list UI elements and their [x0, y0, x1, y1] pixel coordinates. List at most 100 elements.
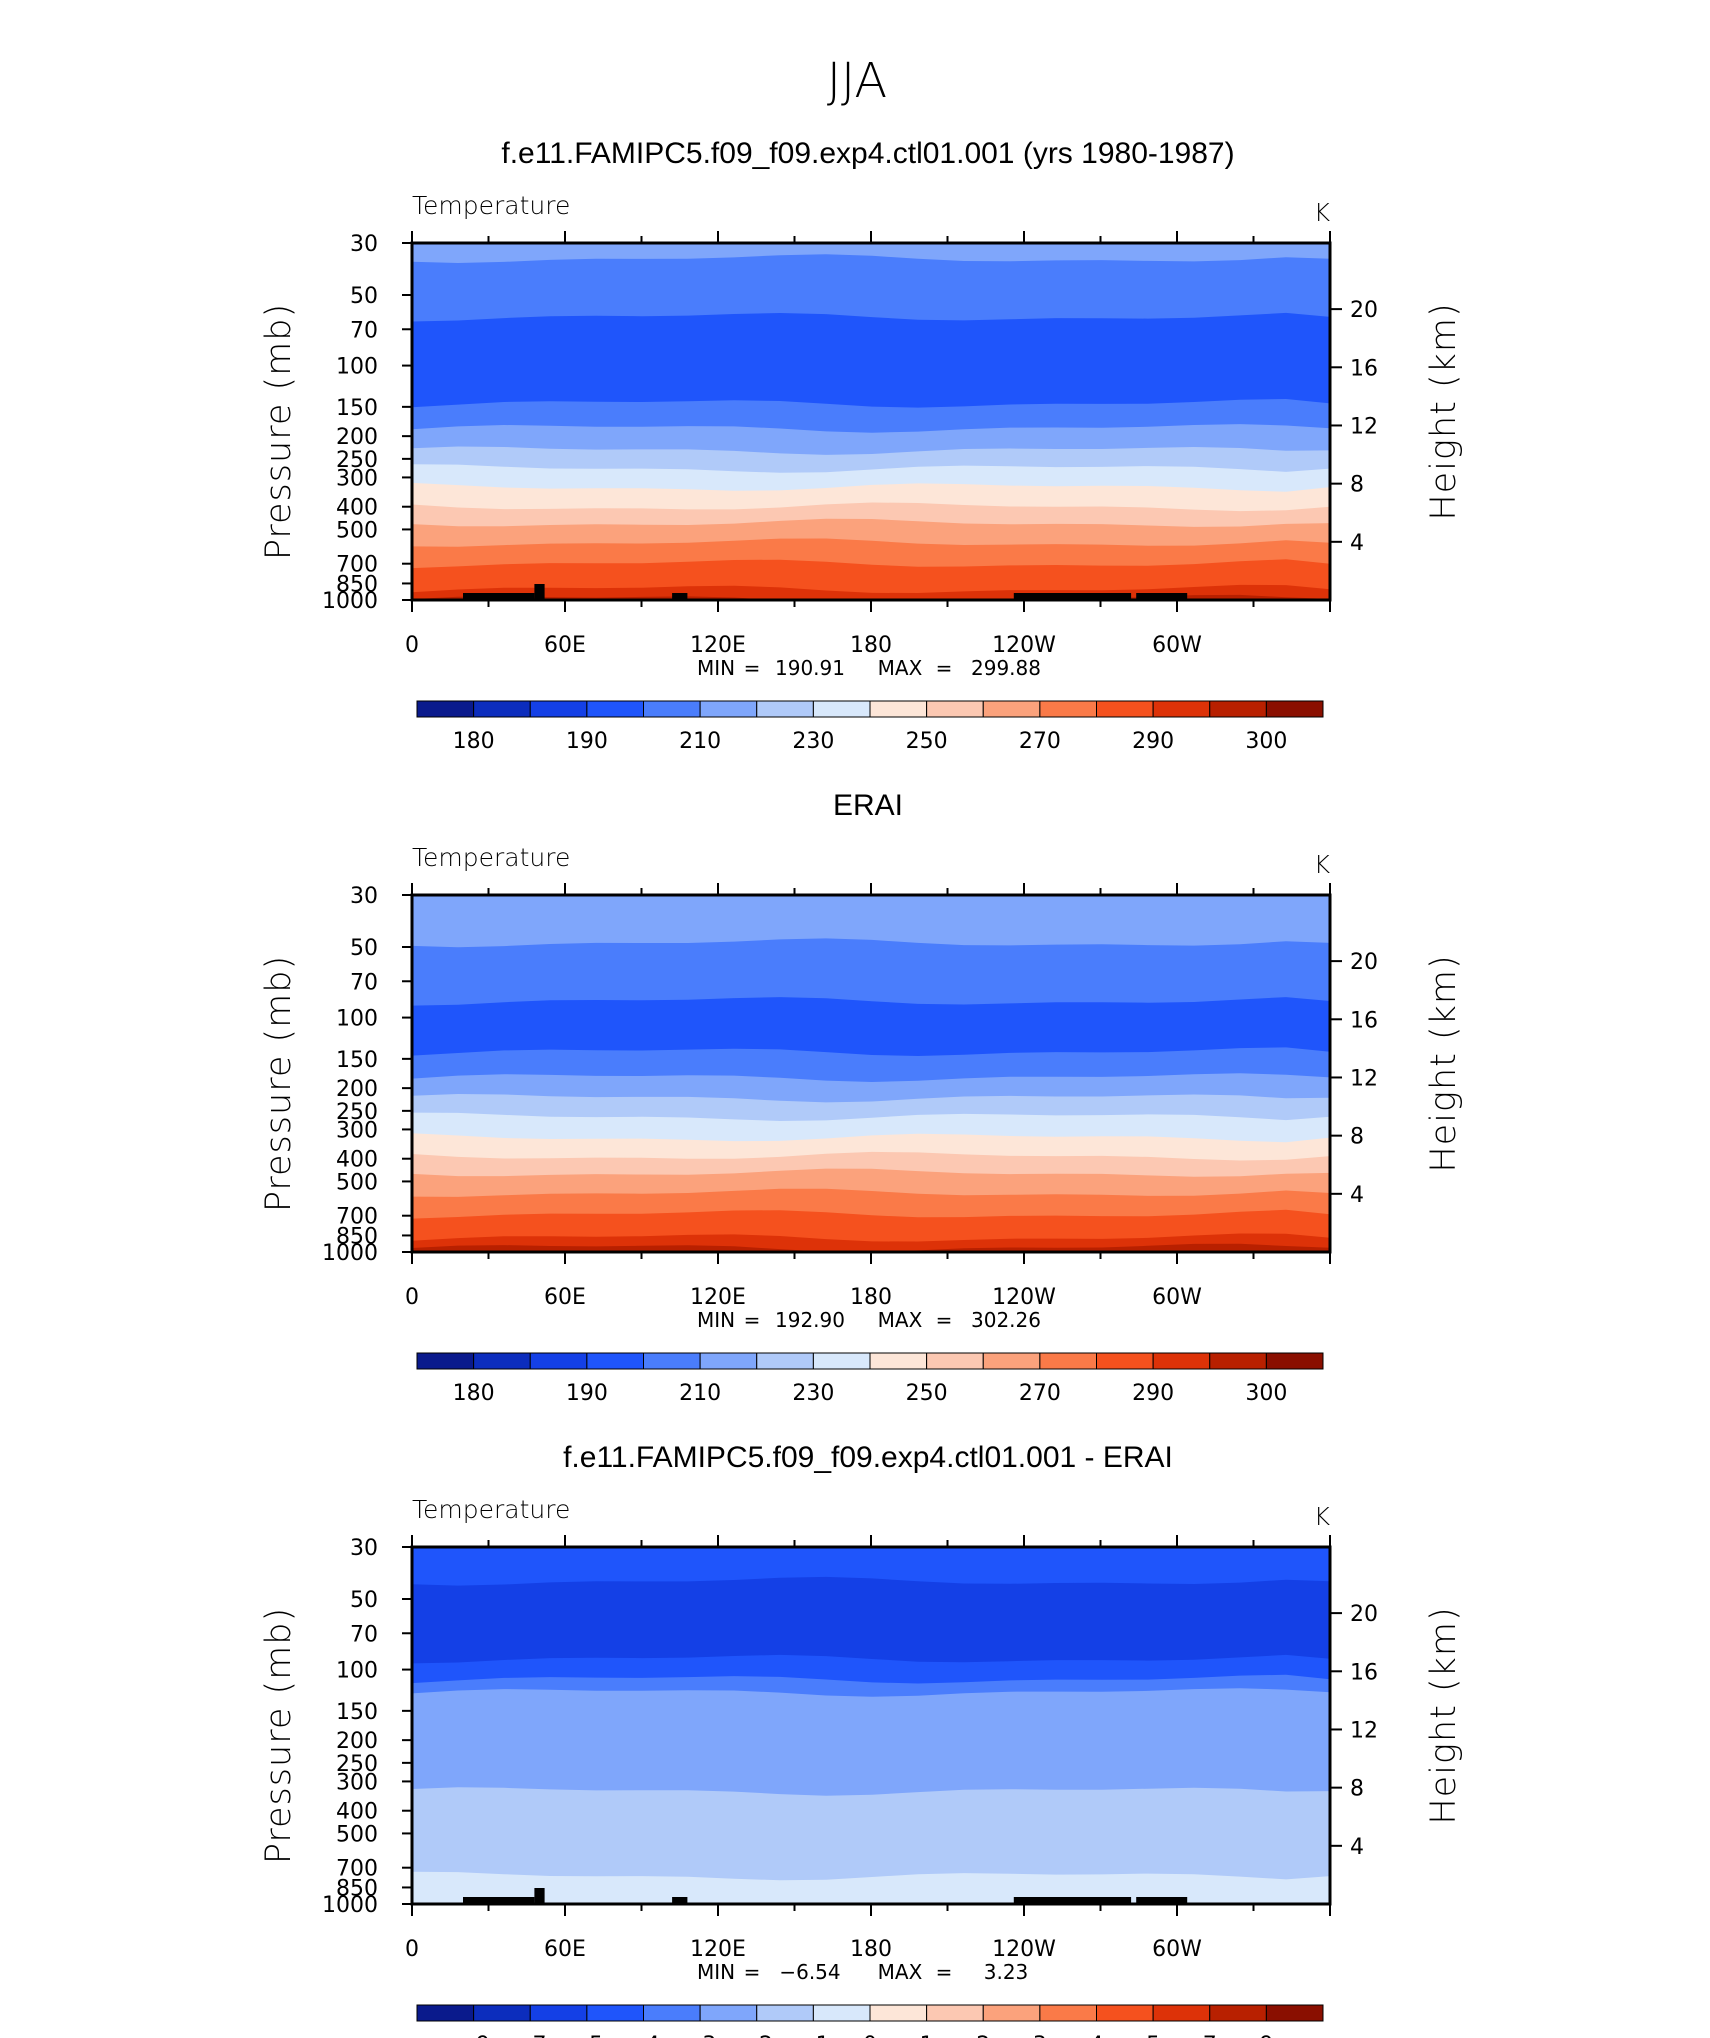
stat-max-equals: = — [936, 656, 953, 680]
stat-max-label: MAX — [878, 656, 923, 680]
y-tick-label: 30 — [350, 1536, 378, 1561]
stat-min-equals: = — [744, 1308, 761, 1332]
y-tick-label: 70 — [350, 1622, 378, 1647]
colorbar-swatch — [982, 2004, 1041, 2022]
y-tick-label: 850 — [336, 1876, 378, 1901]
colorbar-swatch — [869, 700, 928, 718]
stat-min-label: MIN — [697, 656, 735, 680]
y-tick-label: 300 — [336, 1770, 378, 1795]
y-tick-label: 400 — [336, 496, 378, 521]
y-tick-label: 850 — [336, 572, 378, 597]
colorbar-label: 250 — [906, 1381, 948, 1406]
stat-max-value: 3.23 — [984, 1960, 1029, 1984]
colorbar-label: 1 — [920, 2033, 934, 2038]
y-right-tick-label: 12 — [1350, 1066, 1378, 1091]
x-tick-label: 0 — [405, 1285, 419, 1310]
panel-title: f.e11.FAMIPC5.f09_f09.exp4.ctl01.001 (yr… — [501, 137, 1234, 170]
colorbar-label: 9 — [1259, 2033, 1273, 2038]
y-tick-label: 1000 — [322, 589, 378, 614]
y-tick-label: 100 — [336, 1659, 378, 1684]
terrain-mask — [463, 593, 535, 600]
y-tick-label: 70 — [350, 970, 378, 995]
terrain-mask — [1136, 1897, 1188, 1904]
y-tick-label: 150 — [336, 396, 378, 421]
y-tick-label: 400 — [336, 1148, 378, 1173]
x-tick-label: 120W — [992, 1285, 1056, 1310]
y-right-tick-label: 16 — [1350, 1008, 1378, 1033]
colorbar-swatch — [416, 700, 475, 718]
colorbar-swatch — [1265, 2004, 1324, 2022]
colorbar-swatch — [756, 700, 814, 718]
y-axis-label: Pressure (mb) — [259, 303, 299, 560]
stat-max-label: MAX — [878, 1308, 923, 1332]
stat-min-label: MIN — [697, 1308, 735, 1332]
terrain-mask — [534, 584, 545, 600]
colorbar-swatch — [1265, 1352, 1324, 1370]
x-tick-label: 120W — [992, 633, 1056, 658]
y-tick-label: 300 — [336, 466, 378, 491]
colorbar-label: −4 — [627, 2033, 659, 2038]
colorbar-label: 0 — [863, 2033, 877, 2038]
y-tick-label: 500 — [336, 518, 378, 543]
colorbar-label: −1 — [797, 2033, 829, 2038]
y-right-tick-label: 4 — [1350, 1835, 1364, 1860]
stat-min-equals: = — [744, 1960, 761, 1984]
y-right-tick-label: 20 — [1350, 298, 1378, 323]
colorbar-label: 3 — [1033, 2033, 1047, 2038]
chart-panel-3: f.e11.FAMIPC5.f09_f09.exp4.ctl01.001 - E… — [259, 1441, 1464, 2038]
colorbar-label: 190 — [566, 1381, 608, 1406]
colorbar-label: 270 — [1019, 729, 1061, 754]
x-tick-label: 60E — [544, 1285, 586, 1310]
colorbar-label: 210 — [679, 729, 721, 754]
y-tick-label: 700 — [336, 553, 378, 578]
colorbar-swatch — [1209, 1352, 1267, 1370]
colorbar-swatch — [812, 2004, 871, 2022]
panel-title: ERAI — [833, 789, 903, 822]
contour-field — [412, 1547, 1330, 1904]
colorbar-label: 180 — [453, 1381, 495, 1406]
colorbar-swatch — [926, 2004, 984, 2022]
colorbar-label: 210 — [679, 1381, 721, 1406]
y-tick-label: 250 — [336, 1752, 378, 1777]
terrain-mask — [672, 593, 688, 600]
x-tick-label: 60E — [544, 633, 586, 658]
terrain-mask — [1136, 593, 1188, 600]
stat-max-value: 302.26 — [971, 1308, 1041, 1332]
colorbar-swatch — [643, 1352, 701, 1370]
contour-field — [412, 243, 1330, 600]
field-label: Temperature — [412, 843, 570, 872]
colorbar-swatch — [643, 2004, 701, 2022]
chart-panel-1: f.e11.FAMIPC5.f09_f09.exp4.ctl01.001 (yr… — [259, 137, 1464, 754]
colorbar-swatch — [473, 1352, 531, 1370]
colorbar-label: 4 — [1090, 2033, 1104, 2038]
colorbar-swatch — [1039, 2004, 1097, 2022]
y-tick-label: 50 — [350, 936, 378, 961]
y-right-tick-label: 8 — [1350, 1125, 1364, 1150]
y-right-tick-label: 8 — [1350, 1777, 1364, 1802]
colorbar-label: 300 — [1245, 1381, 1287, 1406]
colorbar-swatch — [869, 2004, 928, 2022]
colorbar-label: −7 — [514, 2033, 546, 2038]
colorbar-label: 270 — [1019, 1381, 1061, 1406]
y-tick-label: 100 — [336, 1007, 378, 1032]
stat-max-equals: = — [936, 1308, 953, 1332]
colorbar-swatch — [1152, 700, 1211, 718]
field-label: Temperature — [412, 191, 570, 220]
colorbar-label: 7 — [1203, 2033, 1217, 2038]
terrain-mask — [534, 1888, 545, 1904]
colorbar-swatch — [1152, 2004, 1211, 2022]
y-right-tick-label: 8 — [1350, 473, 1364, 498]
colorbar-swatch — [473, 700, 531, 718]
colorbar-swatch — [416, 2004, 475, 2022]
colorbar-label: 290 — [1132, 1381, 1174, 1406]
colorbar-label: 190 — [566, 729, 608, 754]
x-tick-label: 180 — [850, 633, 892, 658]
y-tick-label: 100 — [336, 355, 378, 380]
colorbar-swatch — [1096, 2004, 1154, 2022]
colorbar-swatch — [586, 1352, 644, 1370]
colorbar-label: −5 — [571, 2033, 603, 2038]
y-tick-label: 250 — [336, 1100, 378, 1125]
units-label: K — [1314, 850, 1331, 879]
colorbar-swatch — [756, 1352, 814, 1370]
colorbar-swatch — [529, 700, 588, 718]
